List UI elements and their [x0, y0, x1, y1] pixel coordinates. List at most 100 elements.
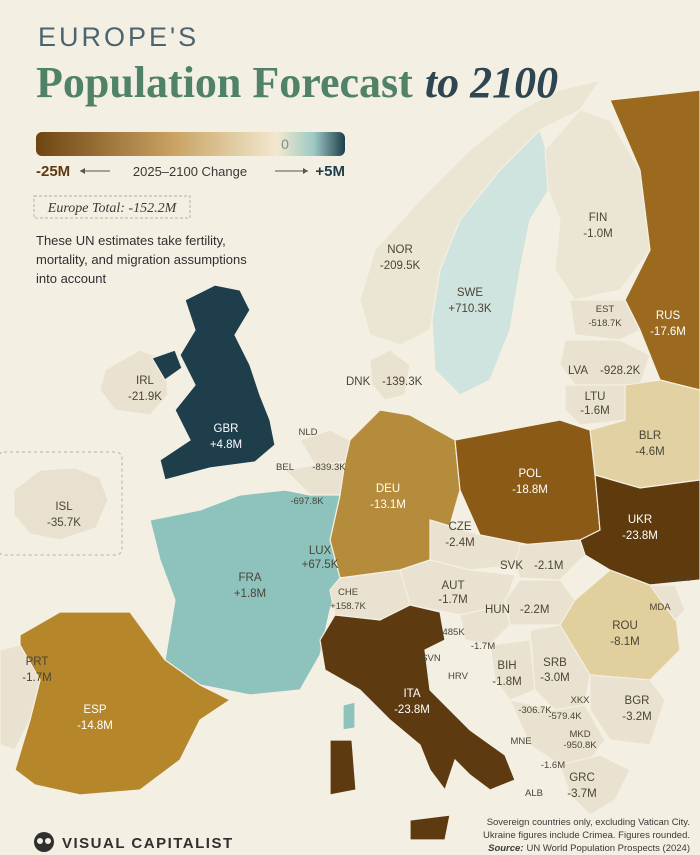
- country-change: -1.7M: [471, 641, 495, 652]
- northern-ireland: [151, 349, 183, 381]
- country-code: CHE: [338, 587, 358, 598]
- country-code: LTU: [585, 391, 606, 403]
- source-label: Source:: [488, 843, 523, 854]
- country-code: ISL: [55, 501, 73, 513]
- country-change: -3.2M: [622, 711, 651, 723]
- source: Source: UN World Population Prospects (20…: [488, 843, 690, 854]
- corsica: [342, 701, 356, 731]
- country-code: EST: [596, 304, 615, 315]
- title-main: Population Forecast: [36, 58, 413, 107]
- country-change: -306.7K: [518, 705, 552, 716]
- country-code: GRC: [569, 772, 595, 784]
- country-code: NOR: [387, 244, 413, 256]
- poland: [454, 419, 601, 546]
- country-change: -1.5M: [666, 573, 690, 584]
- bosnia: [489, 639, 536, 701]
- norway: [359, 79, 602, 346]
- greece: [559, 754, 631, 816]
- legend-caption: 2025–2100 Change: [133, 164, 247, 179]
- country-code: PRT: [26, 656, 49, 668]
- total: Europe Total: -152.2M: [47, 201, 178, 216]
- country-code: GBR: [214, 423, 239, 435]
- country-change: +158.7K: [330, 601, 366, 612]
- country-change: -18.8M: [512, 484, 548, 496]
- denmark: [369, 349, 411, 401]
- portugal: [0, 644, 41, 751]
- ireland: [99, 349, 169, 416]
- country-change: -209.5K: [380, 260, 421, 272]
- country-code: LVA: [568, 365, 588, 377]
- country-change: -1.7M: [438, 594, 467, 606]
- country-change: -928.2K: [600, 365, 641, 377]
- footnotes: Sovereign countries only, excluding Vati…: [483, 817, 690, 841]
- country-change: +67.5K: [302, 559, 339, 571]
- legend-max: +5M: [315, 163, 345, 180]
- country-code: CZE: [449, 521, 472, 533]
- title: Population Forecast to 2100: [36, 58, 558, 107]
- note-line: mortality, and migration assumptions: [36, 252, 247, 267]
- country-change: +710.3K: [448, 303, 491, 315]
- logo-eye: [37, 838, 43, 844]
- country-code: FIN: [589, 212, 608, 224]
- land: [0, 79, 700, 841]
- title-suffix: to 2100: [425, 58, 558, 107]
- country-change: -950.8K: [563, 740, 597, 751]
- legend-arrowhead-left: [80, 168, 85, 174]
- source-text: UN World Population Prospects (2024): [526, 843, 690, 854]
- country-code: BGR: [625, 695, 650, 707]
- country-code: SRB: [543, 657, 567, 669]
- country-code: MKD: [569, 729, 590, 740]
- country-code: MDA: [649, 602, 671, 613]
- country-code: LUX: [309, 545, 332, 557]
- note: These UN estimates take fertility, mortal…: [36, 233, 247, 286]
- country-change: -2.2M: [520, 604, 549, 616]
- country-code: NLD: [298, 427, 317, 438]
- country-code: ITA: [403, 688, 420, 700]
- footnote-line: Ukraine figures include Crimea. Figures …: [483, 830, 690, 841]
- country-code: FRA: [239, 572, 262, 584]
- country-change: -17.6M: [650, 326, 686, 338]
- great-britain: [159, 284, 276, 481]
- total-box: [33, 195, 191, 219]
- country-code: DNK: [346, 376, 371, 388]
- sweden: [431, 128, 556, 396]
- western-balkans: [508, 699, 606, 766]
- france: [149, 489, 341, 696]
- sardinia: [329, 739, 357, 796]
- note-line: into account: [36, 271, 106, 286]
- country-code: ALB: [525, 788, 543, 799]
- country-change: -14.8M: [77, 720, 113, 732]
- legend-arrowhead-right: [303, 168, 308, 174]
- country-labels: ISL -35.7K IRL -21.9K GBR +4.8M NOR -209.5K SWE +…: [22, 212, 690, 800]
- bulgaria: [589, 674, 666, 746]
- country-code: SVK: [500, 560, 523, 572]
- country-change: -139.3K: [382, 376, 423, 388]
- country-change: -579.4K: [548, 711, 582, 722]
- country-change: -23.8M: [622, 530, 658, 542]
- country-code: XKX: [570, 695, 590, 706]
- kicker: EUROPE'S: [38, 22, 199, 52]
- iceland: [13, 467, 109, 541]
- country-code: AUT: [442, 580, 465, 592]
- country-code: ESP: [83, 704, 106, 716]
- estonia: [569, 299, 641, 341]
- country-change: -1.6M: [541, 760, 565, 771]
- country-change: -518.7K: [588, 318, 622, 329]
- country-code: HRV: [448, 671, 469, 682]
- moldova: [648, 584, 686, 621]
- country-change: -3.0M: [540, 672, 569, 684]
- legend-bar: [36, 132, 345, 156]
- country-code: ROU: [612, 620, 638, 632]
- country-code: POL: [518, 468, 542, 480]
- country-code: UKR: [628, 514, 652, 526]
- country-change: -8.1M: [610, 636, 639, 648]
- country-code: BIH: [497, 660, 516, 672]
- country-change: -21.9K: [128, 391, 162, 403]
- country-change: -4.6M: [635, 446, 664, 458]
- slovenia-croatia: [459, 604, 511, 646]
- country-change: -2.1M: [534, 560, 563, 572]
- country-change: -1.7M: [22, 672, 51, 684]
- country-code: MNE: [510, 736, 531, 747]
